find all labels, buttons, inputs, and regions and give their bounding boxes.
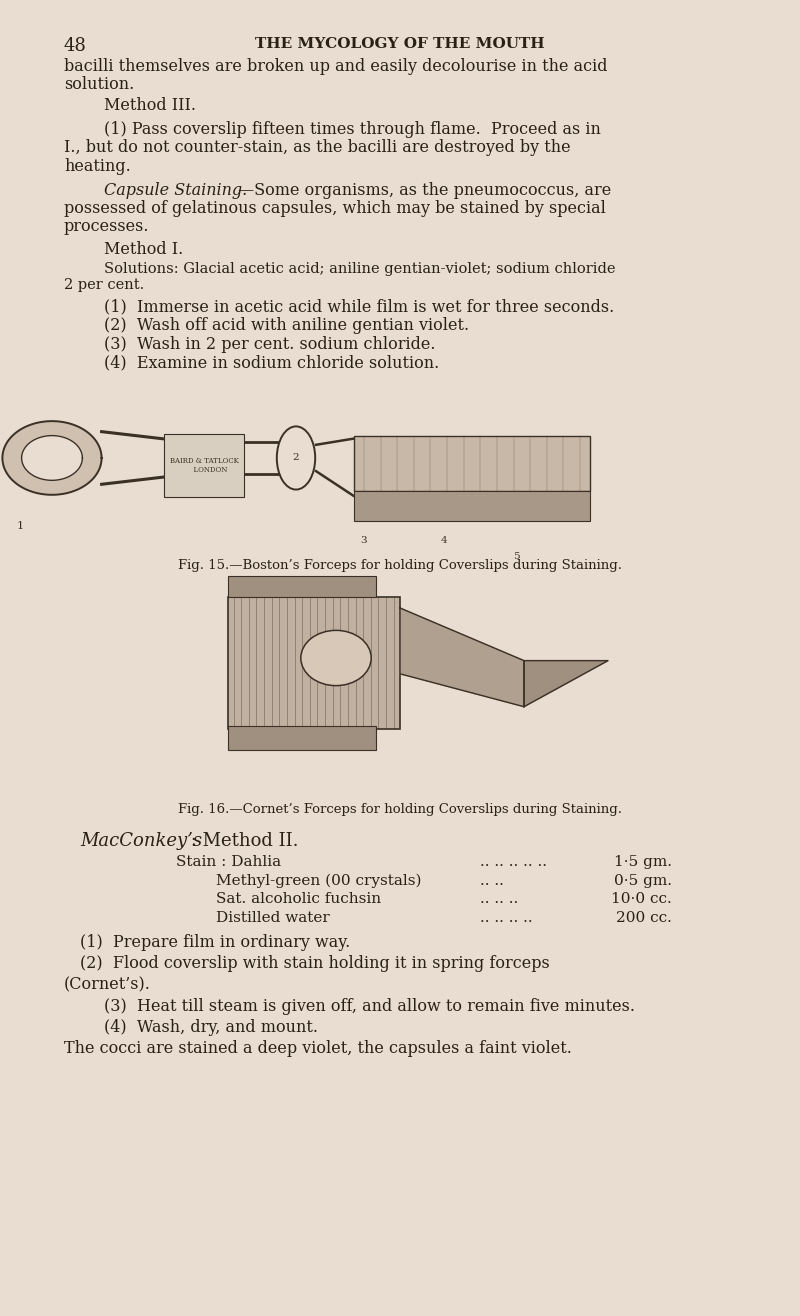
Bar: [228, 726, 376, 750]
Text: (1) Pass coverslip fifteen times through flame.  Proceed as in: (1) Pass coverslip fifteen times through…: [104, 121, 601, 138]
Polygon shape: [524, 661, 608, 707]
Bar: [228, 597, 400, 729]
Text: The cocci are stained a deep violet, the capsules a faint violet.: The cocci are stained a deep violet, the…: [64, 1040, 572, 1057]
Text: bacilli themselves are broken up and easily decolourise in the acid: bacilli themselves are broken up and eas…: [64, 58, 607, 75]
Text: 4: 4: [441, 537, 447, 545]
Text: (Cornet’s).: (Cornet’s).: [64, 976, 151, 994]
Text: Solutions: Glacial acetic acid; aniline gentian-violet; sodium chloride: Solutions: Glacial acetic acid; aniline …: [104, 262, 615, 276]
Text: processes.: processes.: [64, 218, 150, 236]
Text: 1: 1: [17, 521, 23, 532]
Text: (3)  Heat till steam is given off, and allow to remain five minutes.: (3) Heat till steam is given off, and al…: [104, 998, 635, 1015]
Text: Distilled water: Distilled water: [216, 911, 330, 925]
Text: Stain : Dahlia: Stain : Dahlia: [176, 855, 281, 870]
Text: 5: 5: [513, 553, 519, 561]
Text: 2 per cent.: 2 per cent.: [64, 278, 144, 292]
Text: (3)  Wash in 2 per cent. sodium chloride.: (3) Wash in 2 per cent. sodium chloride.: [104, 336, 435, 353]
Ellipse shape: [301, 630, 371, 686]
Text: MacConkey’s: MacConkey’s: [80, 832, 202, 850]
Text: (4)  Wash, dry, and mount.: (4) Wash, dry, and mount.: [104, 1019, 318, 1036]
Text: .. ..: .. ..: [480, 874, 504, 888]
Text: I., but do not counter-stain, as the bacilli are destroyed by the: I., but do not counter-stain, as the bac…: [64, 139, 570, 157]
Text: solution.: solution.: [64, 76, 134, 93]
Text: 48: 48: [64, 37, 87, 55]
Text: 10·0 cc.: 10·0 cc.: [611, 892, 672, 907]
Polygon shape: [400, 608, 524, 707]
Text: Method III.: Method III.: [104, 97, 196, 114]
Polygon shape: [2, 421, 102, 495]
Text: 0·5 gm.: 0·5 gm.: [614, 874, 672, 888]
Text: (1)  Prepare film in ordinary way.: (1) Prepare film in ordinary way.: [80, 934, 350, 951]
Bar: [164, 434, 244, 497]
Text: BAIRD & TATLOCK
      LONDON: BAIRD & TATLOCK LONDON: [170, 457, 238, 475]
Text: (4)  Examine in sodium chloride solution.: (4) Examine in sodium chloride solution.: [104, 354, 439, 371]
Circle shape: [277, 426, 315, 490]
Polygon shape: [22, 436, 82, 480]
Text: Fig. 16.—Cornet’s Forceps for holding Coverslips during Staining.: Fig. 16.—Cornet’s Forceps for holding Co…: [178, 803, 622, 816]
Text: 2: 2: [293, 454, 299, 462]
Text: THE MYCOLOGY OF THE MOUTH: THE MYCOLOGY OF THE MOUTH: [255, 37, 545, 51]
Text: .. .. .. .. ..: .. .. .. .. ..: [480, 855, 547, 870]
Text: 1·5 gm.: 1·5 gm.: [614, 855, 672, 870]
Bar: [354, 436, 590, 491]
Text: (2)  Flood coverslip with stain holding it in spring forceps: (2) Flood coverslip with stain holding i…: [80, 955, 550, 973]
Text: Method I.: Method I.: [104, 241, 183, 258]
Text: : Method II.: : Method II.: [185, 832, 298, 850]
Text: 3: 3: [361, 537, 367, 545]
Text: (1)  Immerse in acetic acid while film is wet for three seconds.: (1) Immerse in acetic acid while film is…: [104, 299, 614, 316]
Text: .. .. .. ..: .. .. .. ..: [480, 911, 533, 925]
Text: (2)  Wash off acid with aniline gentian violet.: (2) Wash off acid with aniline gentian v…: [104, 317, 469, 334]
Text: 200 cc.: 200 cc.: [616, 911, 672, 925]
Bar: [228, 576, 376, 597]
Text: heating.: heating.: [64, 158, 130, 175]
Text: —Some organisms, as the pneumococcus, are: —Some organisms, as the pneumococcus, ar…: [238, 182, 612, 199]
Text: possessed of gelatinous capsules, which may be stained by special: possessed of gelatinous capsules, which …: [64, 200, 606, 217]
Text: Sat. alcoholic fuchsin: Sat. alcoholic fuchsin: [216, 892, 381, 907]
Text: Capsule Staining.: Capsule Staining.: [104, 182, 247, 199]
Text: .. .. ..: .. .. ..: [480, 892, 518, 907]
Text: Methyl-green (00 crystals): Methyl-green (00 crystals): [216, 874, 422, 888]
Bar: [354, 491, 590, 521]
Text: Fig. 15.—Boston’s Forceps for holding Coverslips during Staining.: Fig. 15.—Boston’s Forceps for holding Co…: [178, 559, 622, 572]
